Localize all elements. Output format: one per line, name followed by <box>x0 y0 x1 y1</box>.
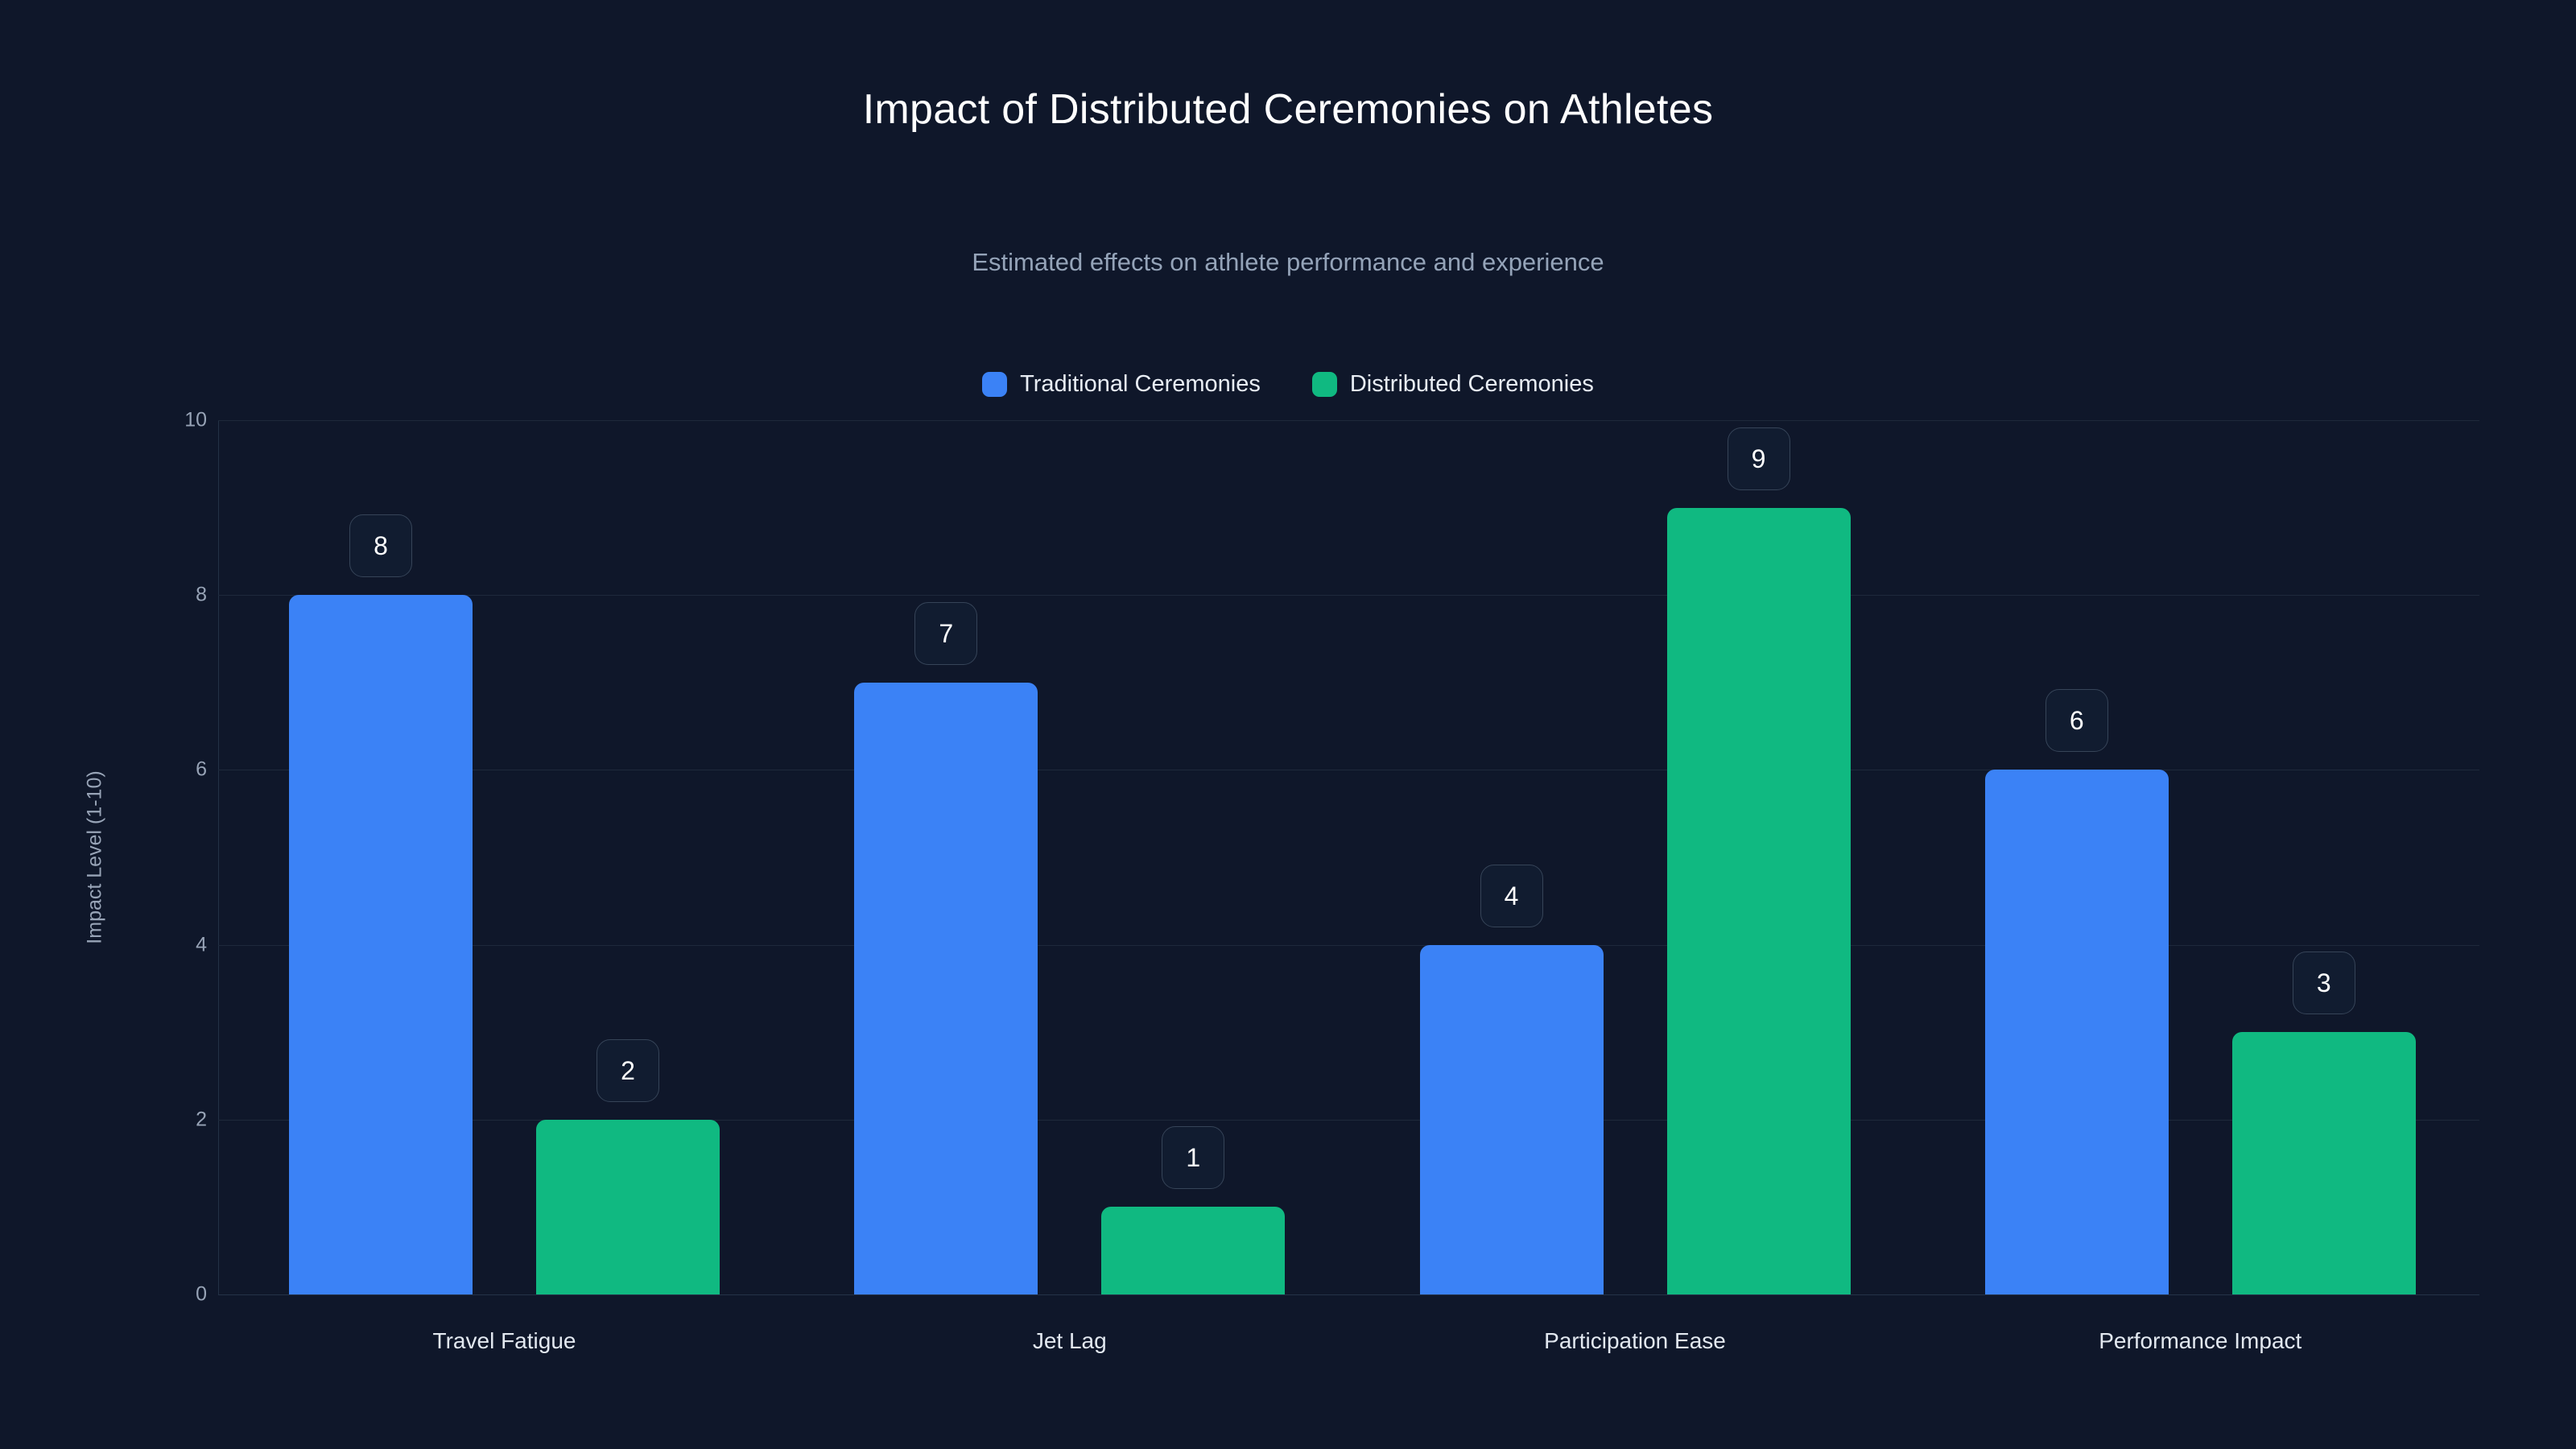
legend-item-distributed[interactable]: Distributed Ceremonies <box>1311 370 1594 398</box>
chart-subtitle: Estimated effects on athlete performance… <box>972 248 1604 276</box>
bar-value-badge: 4 <box>1480 864 1543 927</box>
y-axis-tick-label: 2 <box>196 1108 207 1131</box>
y-axis-tick-label: 8 <box>196 583 207 606</box>
bar[interactable] <box>2231 1032 2416 1294</box>
x-axis-label: Jet Lag <box>1032 1328 1107 1353</box>
bar-value-badge: 9 <box>1727 427 1790 490</box>
gridline <box>218 1294 2479 1295</box>
bar-value-badge: 7 <box>914 601 978 665</box>
bar[interactable] <box>1984 770 2169 1294</box>
bar[interactable] <box>1666 507 1851 1294</box>
bar[interactable] <box>1101 1207 1286 1294</box>
bar-value-badge: 1 <box>1162 1126 1225 1190</box>
x-axis-label: Travel Fatigue <box>432 1328 576 1353</box>
y-axis-title: Impact Level (1-10) <box>83 770 106 944</box>
bar[interactable] <box>289 595 473 1294</box>
plot-area <box>218 420 2479 1295</box>
chart-title: Impact of Distributed Ceremonies on Athl… <box>862 86 1714 133</box>
legend-item-traditional[interactable]: Traditional Ceremonies <box>982 370 1261 398</box>
y-axis-tick-label: 0 <box>196 1282 207 1306</box>
bar-value-badge: 2 <box>597 1038 659 1102</box>
gridline <box>218 420 2479 421</box>
bar-value-badge: 8 <box>349 514 412 578</box>
legend-swatch-icon-distributed <box>1311 371 1337 397</box>
gridline <box>218 595 2479 597</box>
gridline <box>218 1119 2479 1121</box>
bar-value-badge: 3 <box>2292 952 2355 1015</box>
y-axis-tick-label: 10 <box>184 408 207 431</box>
bar[interactable] <box>536 1119 720 1294</box>
legend-swatch-icon-traditional <box>982 371 1008 397</box>
chart-legend: Traditional Ceremonies Distributed Cerem… <box>0 370 2576 398</box>
bar[interactable] <box>854 682 1038 1294</box>
y-axis-tick-label: 6 <box>196 758 207 781</box>
bar-value-badge: 6 <box>2045 689 2108 753</box>
y-axis-line <box>218 420 219 1294</box>
x-axis-label: Participation Ease <box>1544 1328 1726 1353</box>
y-axis-tick-label: 4 <box>196 933 207 956</box>
legend-label-distributed: Distributed Ceremonies <box>1349 370 1594 397</box>
x-axis-label: Performance Impact <box>2099 1328 2302 1353</box>
bar[interactable] <box>1419 944 1604 1294</box>
legend-label-traditional: Traditional Ceremonies <box>1020 370 1261 397</box>
gridline <box>218 944 2479 946</box>
